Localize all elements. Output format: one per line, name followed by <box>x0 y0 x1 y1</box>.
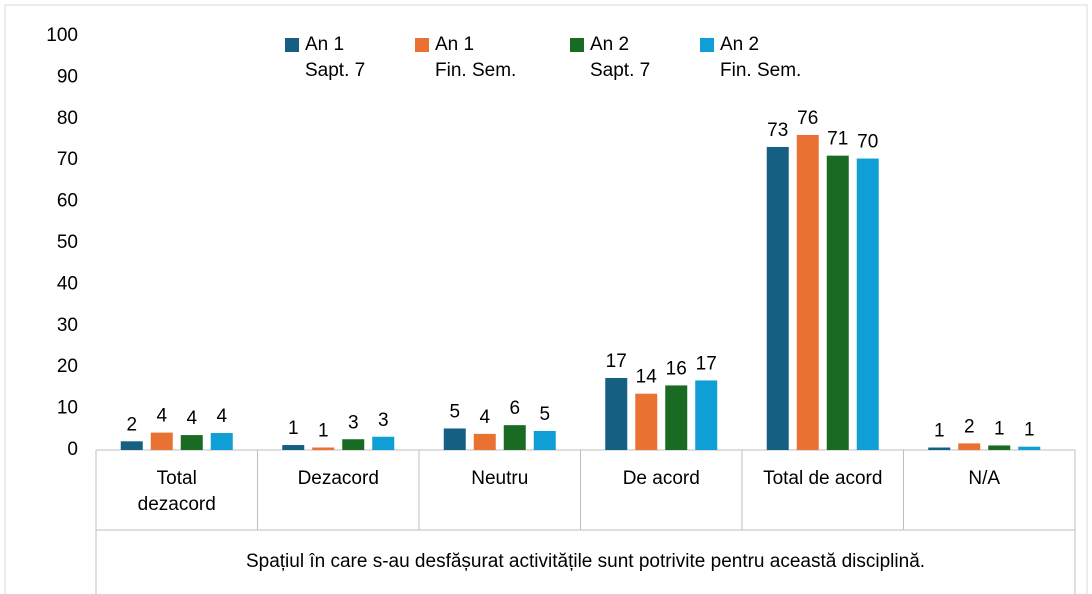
y-tick-label: 80 <box>57 108 78 129</box>
bar <box>282 445 305 450</box>
bar <box>533 430 556 450</box>
data-label: 1 <box>288 418 299 439</box>
bar <box>1018 446 1041 450</box>
data-label: 4 <box>216 406 227 427</box>
bar <box>635 393 658 450</box>
x-tick-label: De acord <box>622 468 700 489</box>
data-label: 4 <box>186 408 197 429</box>
data-label: 1 <box>994 418 1005 439</box>
y-tick-label: 90 <box>57 66 78 87</box>
bar <box>665 385 688 450</box>
legend-label: An 1 Fin. Sem. <box>435 34 517 81</box>
y-tick-label: 50 <box>57 232 78 253</box>
data-label: 76 <box>797 108 818 129</box>
legend-item: An 1 Sapt. 7 <box>285 32 365 84</box>
y-tick-label: 100 <box>46 25 78 46</box>
legend-item: An 1 Fin. Sem. <box>415 32 516 84</box>
data-label: 16 <box>666 358 687 379</box>
data-label: 1 <box>1024 420 1035 441</box>
y-tick-label: 70 <box>57 149 78 170</box>
legend-swatch <box>285 38 299 52</box>
bar <box>312 447 335 450</box>
data-label: 2 <box>126 414 137 435</box>
bar <box>988 445 1011 450</box>
data-label: 71 <box>827 129 848 150</box>
x-tick-label: Dezacord <box>297 468 379 489</box>
data-label: 17 <box>606 351 627 372</box>
bar <box>503 425 526 450</box>
data-label: 17 <box>696 353 717 374</box>
chart-title: Spațiul în care s-au desfășurat activită… <box>245 551 926 572</box>
legend-label: An 2 Sapt. 7 <box>590 34 651 81</box>
chart-border <box>4 4 1088 594</box>
x-tick-label: Total de acord <box>763 468 883 489</box>
bar <box>796 134 819 451</box>
data-label: 14 <box>636 367 658 388</box>
data-label: 2 <box>964 416 975 437</box>
bar <box>180 435 203 450</box>
y-tick-label: 30 <box>57 315 78 336</box>
data-label: 1 <box>934 421 945 442</box>
data-label: 3 <box>348 412 359 433</box>
bar <box>826 155 849 450</box>
data-label: 70 <box>857 132 878 153</box>
bar <box>210 433 233 450</box>
legend-label: An 1 Sapt. 7 <box>305 34 366 81</box>
y-tick-label: 0 <box>67 439 78 460</box>
legend-item: An 2 Fin. Sem. <box>700 32 801 84</box>
data-label: 4 <box>479 407 490 428</box>
data-label: 6 <box>509 398 520 419</box>
data-label: 4 <box>156 406 167 427</box>
bar <box>928 447 951 450</box>
x-tick-label: Neutru <box>471 468 529 489</box>
data-label: 73 <box>767 120 788 141</box>
legend-label: An 2 Fin. Sem. <box>720 34 802 81</box>
legend-item: An 2 Sapt. 7 <box>570 32 650 84</box>
y-tick-label: 60 <box>57 191 78 212</box>
data-label: 5 <box>539 404 550 425</box>
legend-swatch <box>415 38 429 52</box>
y-tick-label: 40 <box>57 273 78 294</box>
bar <box>372 436 395 450</box>
legend-swatch <box>570 38 584 52</box>
y-tick-label: 20 <box>57 356 78 377</box>
bar <box>766 146 789 450</box>
bar <box>695 380 718 450</box>
y-tick-label: 10 <box>57 398 78 419</box>
x-tick-label: Total dezacord <box>137 468 216 515</box>
bar <box>473 433 496 450</box>
bar <box>150 432 173 450</box>
data-label: 3 <box>378 410 389 431</box>
bar <box>958 443 981 450</box>
data-label: 1 <box>318 421 329 442</box>
bar <box>342 439 365 450</box>
data-label: 5 <box>449 401 460 422</box>
bar <box>120 441 143 450</box>
legend-swatch <box>700 38 714 52</box>
x-tick-label: N/A <box>968 468 1001 489</box>
bar <box>443 428 466 450</box>
bar <box>605 377 628 450</box>
bar <box>856 158 879 450</box>
